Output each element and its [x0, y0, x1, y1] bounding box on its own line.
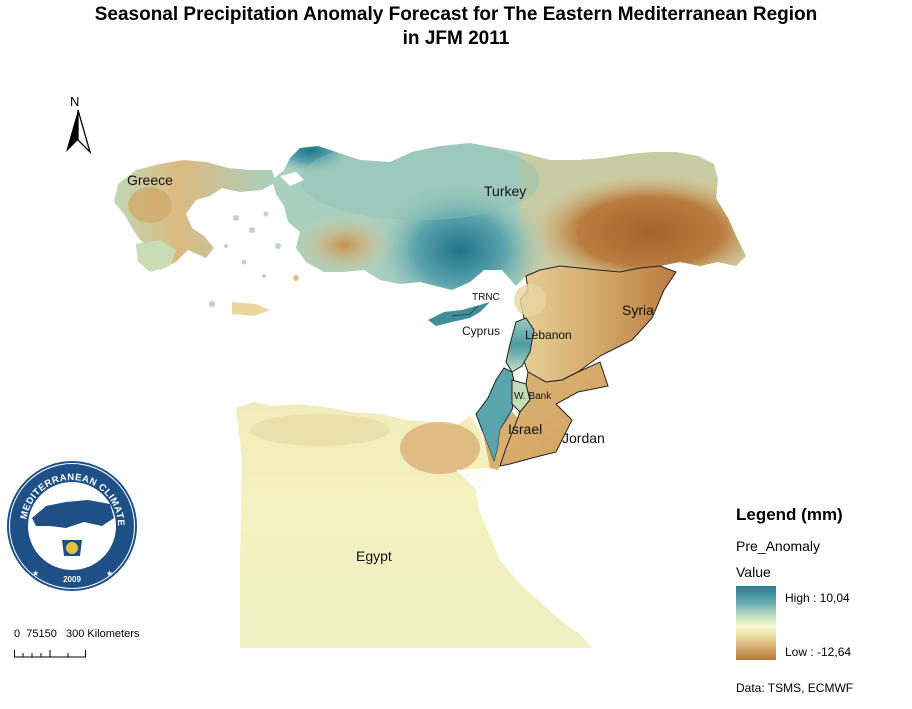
- map-title-line-1: Seasonal Precipitation Anomaly Forecast …: [94, 4, 818, 25]
- cyprus-region: [428, 302, 490, 326]
- label-turkey: Turkey: [484, 183, 527, 199]
- north-letter: N: [70, 94, 80, 109]
- legend-low-label: Low : -12,64: [785, 645, 852, 659]
- label-egypt: Egypt: [356, 548, 392, 564]
- syria-region: [514, 265, 677, 383]
- lebanon-region: [505, 317, 535, 373]
- egypt-region: [236, 402, 592, 648]
- legend-color-ramp: [736, 586, 776, 660]
- logo-star-left-icon: ★: [32, 569, 39, 578]
- jordan-region: [499, 361, 609, 467]
- emcc-logo: EASTERN MEDITERRANEAN CLIMATE CENTRE 200…: [6, 460, 137, 591]
- legend-high-label: High : 10,04: [785, 591, 850, 605]
- label-jordan: Jordan: [562, 430, 605, 446]
- scale-bar: [14, 650, 86, 658]
- legend-title: Legend (mm): [736, 505, 843, 524]
- label-lebanon: Lebanon: [525, 328, 572, 342]
- data-source: Data: TSMS, ECMWF: [736, 681, 854, 695]
- label-w-bank: W. Bank: [514, 391, 552, 402]
- label-israel: Israel: [508, 421, 543, 437]
- logo-star-right-icon: ★: [106, 569, 113, 578]
- label-trnc: TRNC: [472, 292, 500, 303]
- logo-year: 2009: [63, 575, 81, 584]
- map-title-line-2: in JFM 2011: [402, 28, 510, 49]
- label-greece: Greece: [127, 172, 173, 188]
- label-syria: Syria: [622, 302, 654, 318]
- legend-value-header: Value: [736, 564, 771, 580]
- scale-label: 0 75150 300 Kilometers: [14, 628, 140, 640]
- legend-field: Pre_Anomaly: [736, 538, 821, 554]
- north-arrow-icon: [66, 109, 92, 155]
- greece-region: [114, 160, 299, 316]
- label-cyprus: Cyprus: [462, 324, 501, 338]
